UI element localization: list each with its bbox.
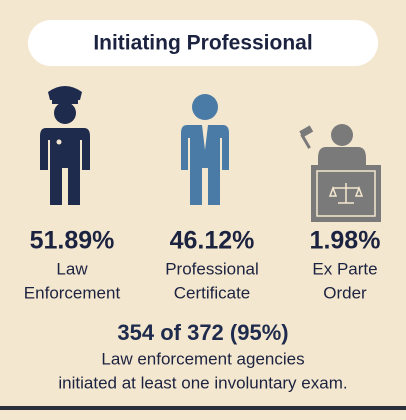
label: Ex Parte [312,259,377,278]
label: Law [56,259,88,278]
badge [57,140,62,145]
footer-line: Law enforcement agencies [101,349,304,368]
title: Initiating Professional [93,32,312,55]
percent: 51.89% [30,227,115,255]
footer-line: initiated at least one involuntary exam. [58,373,347,392]
infographic: Initiating Professional 51.89% Law Enfor… [0,0,406,420]
percent: 1.98% [310,227,381,255]
label: Certificate [174,283,251,302]
label: Order [323,283,367,302]
bottom-rule [0,406,406,410]
percent: 46.12% [170,227,255,255]
footer-headline: 354 of 372 (95%) [117,320,288,345]
label: Professional [165,259,259,278]
label: Enforcement [24,283,121,302]
